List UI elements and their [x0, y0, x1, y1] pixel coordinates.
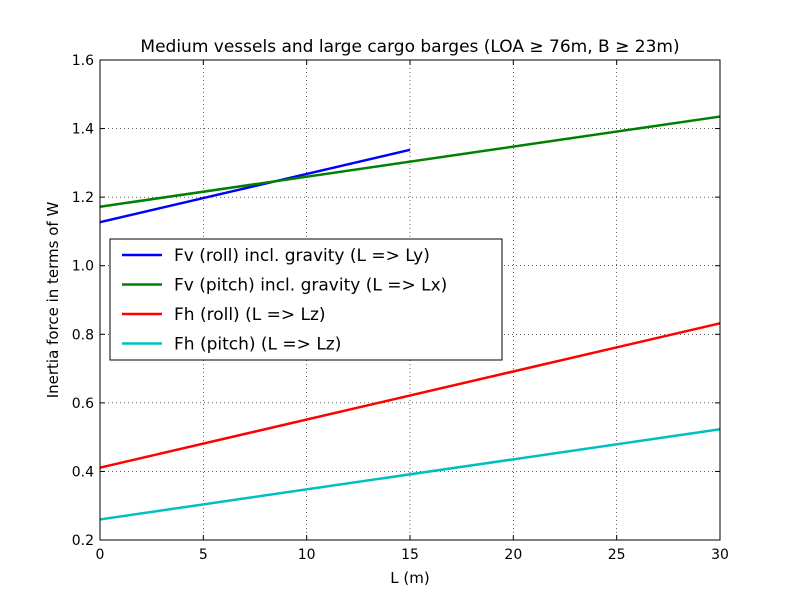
legend-label: Fv (pitch) incl. gravity (L => Lx) [174, 276, 447, 296]
legend-box [109, 238, 503, 361]
x-tick-label: 0 [96, 547, 105, 563]
x-axis-label: L (m) [390, 569, 429, 587]
series-line-1 [99, 148, 411, 224]
series-lines [99, 115, 721, 521]
series-line-3 [99, 322, 721, 469]
legend-label: Fh (pitch) (L => Lz) [174, 335, 341, 355]
y-tick-label: 0.6 [72, 396, 94, 412]
legend-label: Fh (roll) (L => Lz) [174, 305, 326, 325]
y-tick-label: 1.4 [72, 122, 94, 138]
y-tick-label: 0.4 [72, 464, 94, 480]
y-tick-label: 1.6 [72, 53, 94, 69]
y-axis-label: Inertia force in terms of W [44, 202, 62, 399]
series-line-4 [99, 428, 721, 521]
x-tick-label: 10 [298, 547, 316, 563]
x-tick-label: 5 [199, 547, 208, 563]
x-tick-label: 20 [504, 547, 522, 563]
y-tick-label: 0.2 [72, 533, 94, 549]
axis-ticks: 0 5 10 15 20 25 30 0.2 0.4 0.6 0.8 1.0 1.2 1.4 1.6 [72, 53, 729, 563]
legend: Fv (roll) incl. gravity (L => Ly) Fv (pit… [109, 238, 503, 361]
x-tick-label: 25 [608, 547, 626, 563]
x-tick-label: 30 [711, 547, 729, 563]
legend-label: Fv (roll) incl. gravity (L => Ly) [174, 246, 430, 266]
y-tick-label: 1.2 [72, 190, 94, 206]
series-line-2 [99, 115, 721, 208]
chart-title: Medium vessels and large cargo barges (L… [140, 37, 679, 57]
y-tick-label: 1.0 [72, 259, 94, 275]
x-tick-label: 15 [401, 547, 419, 563]
y-tick-label: 0.8 [72, 327, 94, 343]
